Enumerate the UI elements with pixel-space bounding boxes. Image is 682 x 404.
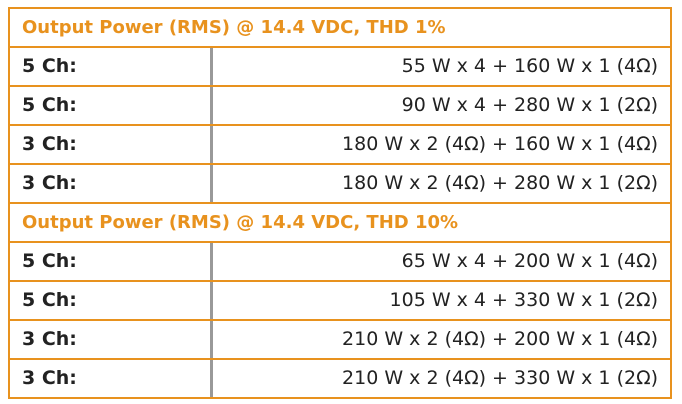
row-label: 3 Ch:	[10, 126, 213, 163]
row-value: 90 W x 4 + 280 W x 1 (2Ω)	[401, 94, 658, 116]
table-row: 5 Ch: 65 W x 4 + 200 W x 1 (4Ω)	[10, 243, 670, 282]
row-value: 180 W x 2 (4Ω) + 160 W x 1 (4Ω)	[342, 133, 658, 155]
row-label: 5 Ch:	[10, 48, 213, 85]
table-row: 5 Ch: 90 W x 4 + 280 W x 1 (2Ω)	[10, 87, 670, 126]
row-value: 105 W x 4 + 330 W x 1 (2Ω)	[389, 289, 658, 311]
row-value: 210 W x 2 (4Ω) + 330 W x 1 (2Ω)	[342, 367, 658, 389]
row-label: 5 Ch:	[10, 243, 213, 280]
section-header: Output Power (RMS) @ 14.4 VDC, THD 1%	[10, 9, 670, 48]
table-row: 5 Ch: 105 W x 4 + 330 W x 1 (2Ω)	[10, 282, 670, 321]
section-header: Output Power (RMS) @ 14.4 VDC, THD 10%	[10, 204, 670, 243]
row-label: 5 Ch:	[10, 282, 213, 319]
row-value: 210 W x 2 (4Ω) + 200 W x 1 (4Ω)	[342, 328, 658, 350]
table-row: 3 Ch: 180 W x 2 (4Ω) + 280 W x 1 (2Ω)	[10, 165, 670, 204]
row-label: 3 Ch:	[10, 165, 213, 202]
row-value: 180 W x 2 (4Ω) + 280 W x 1 (2Ω)	[342, 172, 658, 194]
row-label: 5 Ch:	[10, 87, 213, 124]
table-row: 3 Ch: 180 W x 2 (4Ω) + 160 W x 1 (4Ω)	[10, 126, 670, 165]
table-row: 3 Ch: 210 W x 2 (4Ω) + 200 W x 1 (4Ω)	[10, 321, 670, 360]
row-value: 55 W x 4 + 160 W x 1 (4Ω)	[401, 55, 658, 77]
spec-table: Output Power (RMS) @ 14.4 VDC, THD 1% 5 C…	[8, 7, 672, 399]
table-row: 5 Ch: 55 W x 4 + 160 W x 1 (4Ω)	[10, 48, 670, 87]
row-label: 3 Ch:	[10, 321, 213, 358]
row-label: 3 Ch:	[10, 360, 213, 397]
table-row: 3 Ch: 210 W x 2 (4Ω) + 330 W x 1 (2Ω)	[10, 360, 670, 399]
row-value: 65 W x 4 + 200 W x 1 (4Ω)	[401, 250, 658, 272]
